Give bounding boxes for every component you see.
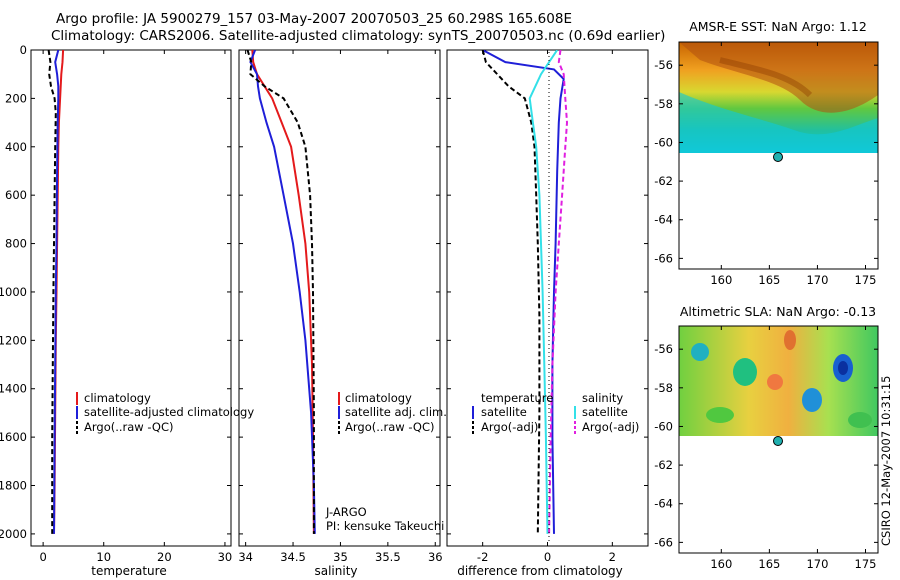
lat-tick-label: -58 (654, 97, 673, 111)
x-tick-label: 20 (157, 550, 172, 564)
x-tick-label: 30 (218, 550, 233, 564)
y-tick-label: 400 (5, 140, 27, 154)
difference-legend: temperature satellite Argo(-adj) salinit… (472, 391, 639, 434)
series-line-argo-raw-qc (47, 50, 57, 534)
program-annotation: J-ARGO (325, 505, 367, 519)
legend-label: Argo(..raw -QC) (84, 420, 174, 434)
lat-tick-label: -66 (654, 251, 673, 265)
x-tick-label: 35 (333, 550, 348, 564)
legend-label: satellite-adjusted climatology (84, 405, 254, 419)
y-tick-label: 0 (20, 43, 27, 57)
x-tick-label: -2 (477, 550, 488, 564)
series-line-salinity-satellite (528, 50, 559, 534)
legend-label: Argo(-adj) (481, 420, 538, 434)
legend-label: satellite (582, 405, 628, 419)
series-line-temperature-satellite (482, 50, 565, 534)
x-tick-label: 0 (544, 550, 551, 564)
x-tick-label: 34.5 (280, 550, 306, 564)
salinity-xlabel: salinity (314, 564, 357, 578)
salinity-legend: climatology satellite adj. clim. Argo(..… (338, 391, 447, 434)
lon-tick-label: 170 (806, 557, 828, 571)
lat-tick-label: -62 (654, 458, 673, 472)
legend-title: salinity (582, 391, 623, 405)
x-tick-label: 0 (39, 550, 46, 564)
temperature-axes-frame (30, 49, 232, 547)
y-tick-label: 1000 (0, 285, 27, 299)
series-line-argo-raw-qc (246, 50, 315, 534)
lon-tick-label: 175 (855, 273, 877, 287)
lon-tick-label: 160 (710, 273, 732, 287)
lat-tick-label: -64 (654, 497, 673, 511)
pi-annotation: PI: kensuke Takeuchi (326, 519, 444, 533)
sst-float-marker (773, 152, 783, 162)
series-line-satellite-adjusted-climatology (53, 50, 60, 534)
salinity-axes-frame (238, 49, 441, 547)
y-tick-label: 800 (5, 237, 27, 251)
creation-stamp: CSIRO 12-May-2007 10:31:15 (879, 376, 893, 547)
legend-label: climatology (84, 391, 151, 405)
lat-tick-label: -60 (654, 419, 673, 433)
x-tick-label: 10 (96, 550, 111, 564)
legend-label: climatology (345, 391, 412, 405)
legend-label: Argo(..raw -QC) (345, 420, 435, 434)
y-tick-label: 600 (5, 188, 27, 202)
legend-label: Argo(-adj) (582, 420, 639, 434)
temperature-legend: climatology satellite-adjusted climatolo… (76, 391, 254, 434)
legend-title: temperature (481, 391, 553, 405)
x-tick-label: 36 (428, 550, 443, 564)
lon-tick-label: 165 (758, 273, 780, 287)
lat-tick-label: -62 (654, 174, 673, 188)
lat-tick-label: -64 (654, 213, 673, 227)
sst-map-frame (678, 41, 879, 270)
profile-title: Argo profile: JA 5900279_157 03-May-2007… (56, 11, 572, 27)
climatology-subtitle: Climatology: CARS2006. Satellite-adjuste… (51, 28, 666, 44)
sla-float-marker (773, 436, 783, 446)
temperature-xlabel: temperature (91, 564, 166, 578)
series-line-salinity-argo-adj (548, 50, 569, 534)
sla-map-frame (678, 325, 879, 554)
sst-map-title: AMSR-E SST: NaN Argo: 1.12 (689, 19, 867, 34)
difference-xlabel: difference from climatology (457, 564, 623, 578)
x-tick-label: 35.5 (375, 550, 401, 564)
lat-tick-label: -66 (654, 535, 673, 549)
lat-tick-label: -58 (654, 381, 673, 395)
x-tick-label: 2 (609, 550, 616, 564)
legend-label: satellite (481, 405, 527, 419)
difference-axes-frame (446, 49, 649, 547)
lon-tick-label: 165 (758, 557, 780, 571)
y-tick-label: 200 (5, 91, 27, 105)
x-tick-label: 34 (238, 550, 253, 564)
sla-map-image (679, 326, 878, 436)
series-line-climatology (251, 50, 315, 534)
sst-map-image (679, 42, 878, 153)
y-tick-label: 1600 (0, 430, 27, 444)
y-tick-label: 1400 (0, 382, 27, 396)
sla-map-title: Altimetric SLA: NaN Argo: -0.13 (680, 304, 876, 319)
lon-tick-label: 170 (806, 273, 828, 287)
lon-tick-label: 160 (710, 557, 732, 571)
series-line-temperature-argo-adj (481, 50, 541, 534)
lat-tick-label: -56 (654, 58, 673, 72)
lat-tick-label: -60 (654, 135, 673, 149)
lon-tick-label: 175 (855, 557, 877, 571)
lat-tick-label: -56 (654, 342, 673, 356)
y-tick-label: 1800 (0, 479, 27, 493)
y-tick-label: 2000 (0, 527, 27, 541)
series-line-satellite-adj-clim (249, 50, 316, 534)
legend-label: satellite adj. clim. (345, 405, 447, 419)
y-tick-label: 1200 (0, 333, 27, 347)
